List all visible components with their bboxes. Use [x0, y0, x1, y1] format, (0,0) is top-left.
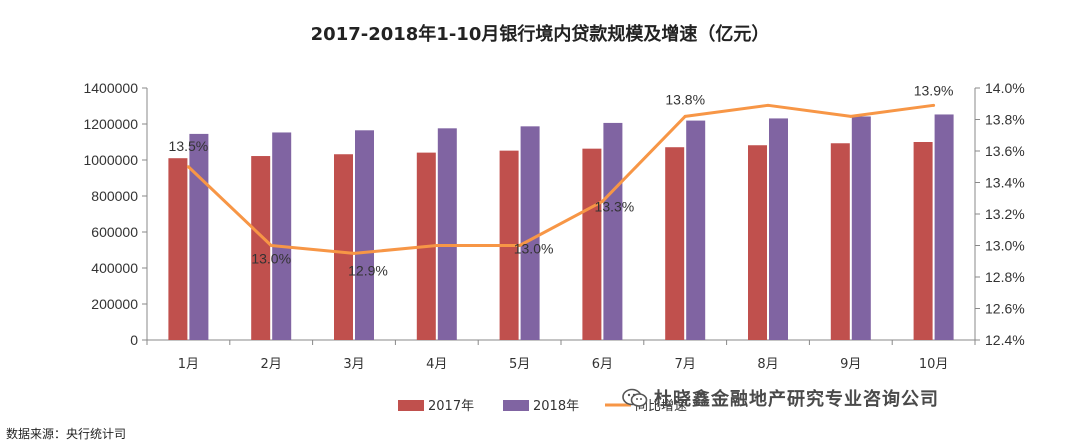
bar-2018 [520, 126, 540, 340]
bar-2018 [769, 118, 788, 340]
growth-point [849, 114, 853, 118]
growth-point [518, 244, 522, 247]
y-left-tick-label: 600000 [91, 224, 138, 240]
x-tick-label: 5月 [509, 357, 530, 372]
data-label: 13.3% [595, 198, 635, 214]
x-tick-label: 10月 [919, 357, 949, 372]
bar-2017 [168, 158, 188, 340]
legend-label-2017: 2017年 [428, 399, 474, 414]
x-tick-label: 8月 [757, 357, 778, 372]
bar-2017 [913, 142, 933, 340]
x-tick-label: 1月 [178, 357, 199, 372]
watermark: 杜晓鑫金融地产研究专业咨询公司 [622, 385, 939, 411]
growth-point [600, 199, 604, 203]
data-label: 13.8% [665, 91, 705, 107]
legend-swatch-2017 [398, 400, 424, 411]
y-right-tick-label: 12.8% [985, 269, 1025, 285]
data-label: 13.0% [251, 251, 291, 267]
y-left-tick-label: 0 [130, 332, 138, 348]
y-right-tick-label: 13.8% [985, 112, 1025, 128]
y-right-tick-label: 13.2% [985, 206, 1025, 222]
y-right-tick-label: 13.6% [985, 143, 1025, 159]
y-left-tick-label: 1000000 [83, 152, 138, 168]
legend-label-growth: 同比增速 [635, 399, 687, 414]
watermark-text: 杜晓鑫金融地产研究专业咨询公司 [654, 389, 939, 410]
growth-point [932, 103, 936, 107]
growth-line [186, 103, 936, 255]
bar-2018 [437, 128, 457, 340]
bars [168, 114, 954, 341]
chart-title: 2017-2018年1-10月银行境内贷款规模及增速（亿元） [311, 23, 770, 45]
bar-2018 [189, 133, 209, 340]
y-left-tick-label: 1400000 [83, 80, 138, 96]
x-tick-label: 6月 [592, 357, 613, 372]
wechat-icon [622, 388, 648, 407]
legend-label-2018: 2018年 [533, 399, 579, 414]
source-note: 数据来源：央行统计司 [6, 427, 127, 441]
bar-2018 [272, 132, 292, 340]
data-labels: 13.5% 13.0% 12.9% 13.0% 13.3% 13.8% 13.9% [169, 82, 954, 278]
y-left-tick-label: 800000 [91, 188, 138, 204]
x-tick-label: 7月 [675, 357, 696, 372]
y-left-tick-label: 1200000 [83, 116, 138, 132]
bar-2018 [686, 120, 706, 340]
growth-point [435, 244, 439, 247]
data-label: 13.0% [514, 241, 554, 257]
bar-2017 [748, 145, 767, 340]
legend-swatch-2018 [503, 400, 529, 411]
x-tick-label: 9月 [840, 357, 861, 372]
legend: 2017年 2018年 同比增速 [398, 399, 687, 414]
growth-line-path [187, 103, 934, 255]
growth-point [766, 103, 770, 107]
bar-2018 [851, 116, 871, 340]
x-tick-label: 2月 [261, 357, 282, 372]
data-label: 13.9% [914, 82, 954, 98]
y-right-tick-label: 13.4% [985, 175, 1025, 191]
y-right-tick-label: 13.0% [985, 238, 1025, 254]
bar-2017 [665, 147, 685, 340]
y-right-tick-label: 14.0% [985, 80, 1025, 96]
y-left-tick-label: 200000 [91, 296, 138, 312]
y-left-tick-label: 400000 [91, 260, 138, 276]
bar-2017 [334, 154, 353, 340]
bar-2017 [582, 148, 602, 340]
bar-2018 [934, 114, 954, 341]
growth-point [269, 244, 273, 247]
y-right-tick-label: 12.6% [985, 301, 1025, 317]
bar-2018 [603, 122, 623, 340]
growth-point [352, 251, 356, 255]
growth-point [186, 165, 190, 169]
x-tick-label: 3月 [343, 357, 364, 372]
data-label: 13.5% [169, 138, 209, 154]
data-label: 12.9% [348, 262, 388, 278]
bar-2017 [251, 156, 271, 340]
bar-2017 [830, 143, 850, 340]
x-tick-label: 4月 [426, 357, 447, 372]
axes: 0 200000 400000 600000 800000 1000000 1200000 1… [83, 80, 1024, 372]
growth-point [683, 114, 687, 118]
y-right-tick-label: 12.4% [985, 332, 1025, 348]
bar-2018 [355, 130, 374, 340]
